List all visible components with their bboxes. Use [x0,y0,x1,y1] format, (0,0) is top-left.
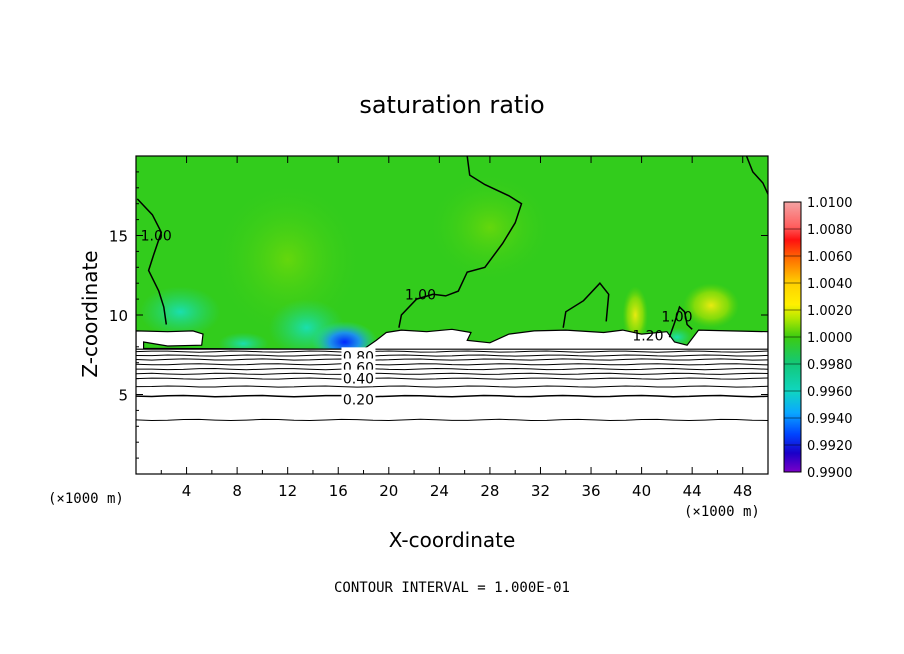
x-tick-label: 32 [531,482,550,500]
x-tick-label: 40 [632,482,651,500]
contour-line [136,385,768,388]
field-anomaly [683,283,739,328]
x-tick-label: 36 [581,482,600,500]
x-tick-label: 12 [278,482,297,500]
x-tick-label: 16 [329,482,348,500]
contour-line [136,354,768,357]
colorbar: 1.0100 1.0080 1.0060 1.0040 1.0020 1.0000 0.99… [783,196,853,481]
colorbar-tick-label: 1.0060 [807,250,853,265]
field-anomaly [622,286,648,344]
x-axis-ticks: 4 8 12 16 20 24 28 32 36 40 44 48 [160,156,752,500]
contour-line [136,367,768,371]
dry-layer [136,349,768,474]
horizontal-contours [136,350,768,422]
x-tick-label: 44 [683,482,702,500]
colorbar-tick-label: 0.9960 [807,385,853,400]
x-unit-note-left: (×1000 m) [48,491,124,507]
colorbar-tick-label: 0.9940 [807,412,853,427]
colorbar-tick-label: 0.9980 [807,358,853,373]
contour-interval-note: CONTOUR INTERVAL = 1.000E-01 [334,580,570,596]
field-anomaly [211,179,364,339]
contour-label: 1.20 [632,329,663,345]
x-tick-label: 48 [733,482,752,500]
contour-line [136,372,768,375]
colorbar-tick-label: 1.0020 [807,304,853,319]
contour-line [136,198,168,325]
x-tick-label: 4 [182,482,192,500]
contour-line [136,358,768,361]
contour-label: 1.00 [661,310,692,326]
contour-line [398,156,523,328]
colorbar-tick-label: 1.0000 [807,331,853,346]
colorbar-tick-label: 1.0100 [807,196,853,211]
field-anomaly [426,171,554,284]
contour-line [136,377,768,380]
y-tick-label: 10 [109,307,128,325]
y-axis-label: Z-coordinate [78,250,102,377]
colorbar-tick-label: 0.9920 [807,439,853,454]
colorbar-ticks: 1.0100 1.0080 1.0060 1.0040 1.0020 1.0000 0.99… [784,196,853,481]
contour-line [668,305,693,338]
contour-line [562,282,610,328]
x-tick-label: 8 [232,482,242,500]
contour-line [136,363,768,366]
colorbar-tick-label: 0.9900 [807,466,853,481]
cloud-boundary [136,328,768,350]
contour-label: 0.40 [343,372,374,388]
x-tick-label: 20 [379,482,398,500]
field-contours [136,156,768,338]
contour-label: 0.20 [343,392,374,408]
contour-label: 1.00 [405,287,436,303]
x-tick-label: 28 [480,482,499,500]
y-axis-ticks: 5 10 15 [109,171,768,459]
x-tick-label: 24 [430,482,449,500]
contour-label-bg [341,390,376,406]
contour-line [136,394,768,398]
x-unit-note-right: (×1000 m) [684,504,760,520]
chart-title: saturation ratio [359,91,544,119]
contour-label-bg [341,369,376,385]
contour-line [136,418,768,422]
contour-labels: 1.001.001.201.000.800.600.400.20 [141,229,693,409]
x-axis-label: X-coordinate [389,528,516,552]
y-tick-label: 5 [118,387,128,405]
plot-area: 1.001.001.201.000.800.600.400.20 [136,156,768,474]
y-tick-label: 15 [109,228,128,246]
contour-line [136,350,768,353]
colorbar-tick-label: 1.0080 [807,223,853,238]
field-anomaly [139,286,221,338]
contour-line [745,156,768,195]
contour-label: 1.00 [141,229,172,245]
colorbar-tick-label: 1.0040 [807,277,853,292]
